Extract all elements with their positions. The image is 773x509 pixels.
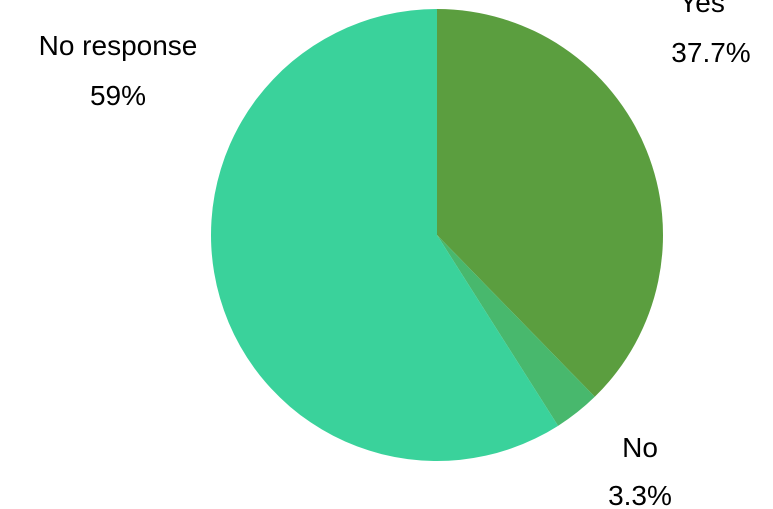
pie-slice-no [437,235,595,426]
pie-slice-no-response [211,9,559,461]
slice-label-no: No [622,432,658,463]
slice-labels: Yes 37.7% No 3.3% No response 59% [39,0,751,509]
slice-value-no-response: 59% [90,80,146,111]
slice-value-no: 3.3% [608,480,672,509]
pie-slices [211,9,663,461]
slice-value-yes: 37.7% [671,37,750,68]
slice-label-yes: Yes [679,0,725,18]
pie-slice-yes [437,9,663,397]
slice-label-no-response: No response [39,30,198,61]
